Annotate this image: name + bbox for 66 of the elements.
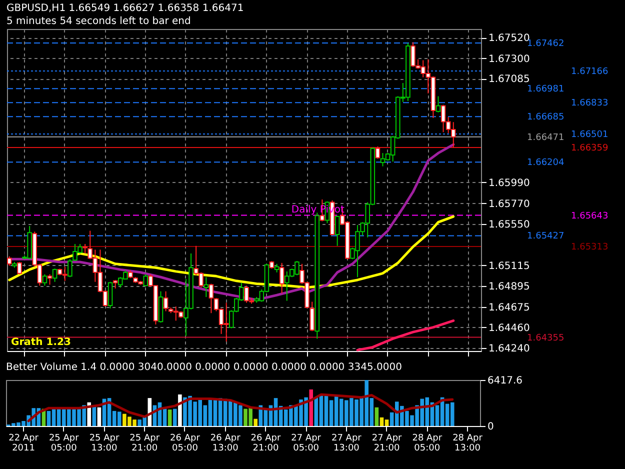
x-tick-label: 26 Apr 05:00 — [170, 434, 200, 454]
candlestick — [42, 274, 48, 286]
bar — [254, 418, 258, 426]
x-tick-label: 25 Apr 05:00 — [48, 434, 80, 454]
candlestick — [17, 261, 22, 275]
ref-line-label: 1.66359 — [571, 143, 608, 154]
bar — [168, 410, 172, 426]
x-tick-label: 28 Apr 05:00 — [412, 434, 442, 454]
line-series — [27, 393, 454, 422]
y-tick-label: 1.64240 — [488, 344, 530, 355]
candlestick — [208, 283, 214, 314]
candlestick — [52, 268, 58, 282]
x-tick-label: 25 Apr 13:00 — [89, 434, 120, 454]
y-tick-label: 1.65990 — [488, 178, 530, 189]
candlestick — [163, 290, 168, 312]
chart-title: GBPUSD,H1 1.66549 1.66627 1.66358 1.66471 — [6, 3, 244, 14]
x-tick-label: 26 Apr 21:00 — [250, 434, 281, 454]
chart-subtitle: 5 minutes 54 seconds left to bar end — [6, 16, 191, 27]
candlestick — [204, 276, 209, 298]
ref-line-label: 1.64355 — [527, 333, 564, 344]
bar — [172, 408, 177, 426]
bar — [309, 389, 314, 426]
y-tick-label: 1.64460 — [488, 322, 530, 334]
x-tick-label: 26 Apr 13:00 — [210, 434, 241, 454]
candlestick — [108, 281, 113, 309]
y-tick-label: 1.65550 — [488, 220, 530, 231]
bar — [374, 407, 379, 426]
y-tick-label: 1.65770 — [488, 198, 530, 210]
chart-title: Better Volume 1.4 0.0000 3040.0000 0.0000 0.0000 0.0000 0.0000 3345.0000 — [6, 362, 402, 373]
ref-line-label: 1.66833 — [571, 98, 608, 109]
y-tick-label: 1.65115 — [488, 260, 530, 272]
ref-line-label: 1.66204 — [527, 158, 564, 168]
ref-line-label: 1.65427 — [527, 232, 564, 242]
line-series — [8, 215, 455, 289]
x-tick-label: 27 Apr 05:00 — [291, 434, 322, 454]
candlestick — [334, 215, 340, 246]
x-tick-label: 28 Apr 13:00 — [452, 434, 483, 454]
y-tick-label: 1.67085 — [488, 74, 530, 86]
ref-line-label: 1.66685 — [527, 112, 564, 123]
x-tick-label: 27 Apr 21:00 — [372, 434, 402, 454]
candlestick — [68, 258, 72, 278]
x-tick-label: 25 Apr 21:00 — [130, 434, 160, 454]
ref-line-label: 1.66501 — [571, 130, 608, 140]
x-tick-label: 27 Apr 13:00 — [331, 434, 362, 454]
y-tick-label: 1.67300 — [488, 54, 530, 65]
y-tick-label: 0 — [488, 422, 494, 432]
x-tick-label: 22 Apr 2011 — [8, 434, 39, 454]
ref-line-label: 1.65313 — [571, 242, 608, 253]
y-tick-label: 1.67520 — [488, 33, 530, 44]
y-tick-label: 1.64675 — [488, 302, 530, 314]
line-series — [356, 319, 455, 352]
candlestick — [7, 256, 12, 266]
candlestick — [279, 262, 284, 294]
ref-line-label: 1.66981 — [527, 84, 564, 95]
candlestick — [47, 274, 52, 286]
candlestick — [375, 146, 380, 160]
ref-line-label: 1.65643 — [571, 211, 608, 222]
candlestick — [436, 96, 441, 113]
ref-line-label: 1.67462 — [527, 39, 564, 50]
ref-line-label: 1.66471 — [527, 132, 564, 143]
annotation: Grath 1.23 — [11, 337, 71, 348]
candlestick — [143, 274, 148, 286]
ref-line-label: 1.67166 — [571, 67, 608, 78]
y-tick-label: 1.64895 — [488, 282, 530, 293]
candlestick — [310, 301, 315, 332]
y-tick-label: 6417.6 — [488, 376, 522, 386]
